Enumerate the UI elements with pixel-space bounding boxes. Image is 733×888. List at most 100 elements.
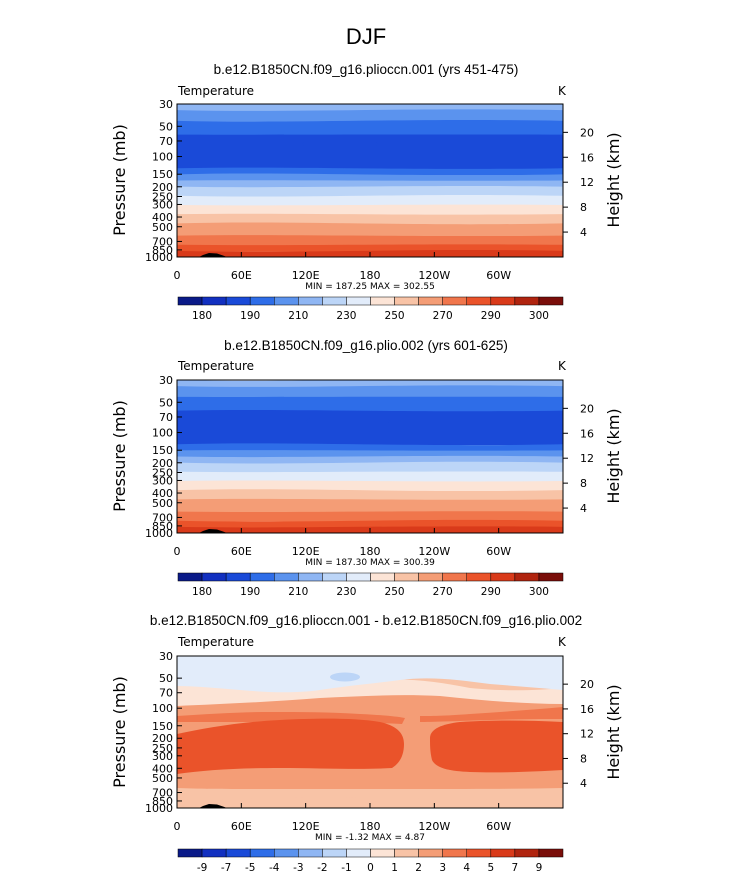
panel-3-y-tick-label: 30 (159, 650, 173, 663)
panel-1-x-tick-label: 0 (174, 269, 181, 282)
panel-3-colorbar-swatch (418, 848, 443, 858)
panel-2-y-tick-label: 150 (152, 444, 173, 457)
panel-3-y-tick-label: 850 (152, 795, 173, 808)
panel-1-band-1 (177, 109, 563, 122)
panel-2-colorbar-swatch (442, 572, 467, 582)
panel-2-colorbar-label: 300 (529, 586, 549, 598)
panel-2-y-tick-label: 850 (152, 520, 173, 533)
panel-2-band-5 (177, 450, 563, 458)
panel-2-colorbar-label: 180 (192, 586, 212, 598)
panel-1-band-10 (177, 213, 563, 225)
panel-2-y-tick-label: 50 (159, 396, 173, 409)
panel-2-x-tick-label: 120E (292, 545, 320, 558)
panel-1-colorbar-swatch (514, 296, 540, 306)
panel-3-y-axis-label: Pressure (mb) (110, 676, 129, 788)
panel-1-colorbar-label: 300 (529, 310, 549, 322)
panel-3: b.e12.B1850CN.f09_g16.plioccn.001 - b.e1… (110, 613, 623, 874)
panel-1-colorbar-swatch (249, 296, 275, 306)
panel-2-colorbar-swatch (538, 572, 564, 582)
panel-3-colorbar-swatch (249, 848, 275, 858)
panel-3-x-tick-label: 120E (292, 820, 320, 833)
panel-2-band-4 (177, 443, 563, 452)
panel-3-y-right-tick-label: 4 (580, 777, 587, 790)
panel-2-colorbar-swatch (177, 572, 203, 582)
panel-1-colorbar-swatch (490, 296, 516, 306)
panel-2-min-contour (306, 415, 390, 427)
panel-1-band-13 (177, 244, 563, 252)
panel-2-colorbar-label: 230 (336, 586, 356, 598)
panel-1-colorbar-label: 270 (433, 310, 453, 322)
panel-2-y-axis-label: Pressure (mb) (110, 400, 129, 512)
panel-3-y-tick-label: 400 (152, 762, 173, 775)
panel-3-y-right-axis-label: Height (km) (604, 684, 623, 779)
panel-1-y-tick-label: 200 (152, 181, 173, 194)
panel-3-left-label: Temperature (177, 635, 254, 649)
panel-1-colorbar-swatch (418, 296, 443, 306)
panel-3-colorbar-label: -4 (269, 862, 280, 874)
panel-2-band-1 (177, 385, 563, 398)
panel-1-colorbar-label: 230 (336, 310, 356, 322)
panel-1-band-5 (177, 173, 563, 182)
panel-1-x-tick-label: 120W (418, 269, 450, 282)
panel-3-y-tick-label: 150 (152, 720, 173, 733)
panel-1-y-tick-label: 70 (159, 135, 173, 148)
panel-1-band-7 (177, 186, 563, 197)
panel-1-colorbar-swatch (177, 296, 203, 306)
panel-2-y-right-tick-label: 8 (580, 477, 587, 490)
panel-2-right-label: K (558, 359, 567, 373)
panel-3-colorbar-label: 1 (391, 862, 398, 874)
panel-1-colorbar-swatch (274, 296, 299, 306)
panel-1-x-tick-label: 180 (360, 269, 381, 282)
panel-2-band-8 (177, 471, 563, 482)
panel-1-colorbar-swatch (298, 296, 323, 306)
panel-1-y-tick-label: 850 (152, 244, 173, 257)
panel-3-right-label: K (558, 635, 567, 649)
panel-1-colorbar-swatch (442, 296, 467, 306)
panel-2-band-13 (177, 519, 563, 528)
panel-3-colorbar-label: -1 (341, 862, 351, 874)
panel-2-band-2 (177, 396, 563, 412)
panel-1-y-tick-label: 30 (159, 98, 173, 111)
panel-3-y-tick-label: 200 (152, 732, 173, 745)
panel-3-y-tick-label: 1000 (145, 802, 173, 815)
panel-2-x-tick-label: 60E (231, 545, 252, 558)
panel-1-band-12 (177, 235, 563, 246)
panel-3-title: b.e12.B1850CN.f09_g16.plioccn.001 - b.e1… (150, 613, 582, 628)
panel-1-y-right-tick-label: 4 (580, 226, 587, 239)
page-title: DJF (346, 24, 386, 49)
panel-2-y-tick-label: 70 (159, 411, 173, 424)
panel-2-y-right-axis-label: Height (km) (604, 408, 623, 503)
panel-1-y-right-tick-label: 16 (580, 151, 594, 164)
panel-1-colorbar-swatch (346, 296, 371, 306)
panel-3-y-tick-label: 250 (152, 742, 173, 755)
panel-3-x-tick-label: 180 (360, 820, 381, 833)
panel-2-y-tick-label: 100 (152, 427, 173, 440)
panel-1-y-tick-label: 100 (152, 151, 173, 164)
panel-1-y-right-tick-label: 20 (580, 126, 594, 139)
panel-2-colorbar-swatch (490, 572, 516, 582)
panel-1-y-axis-label: Pressure (mb) (110, 124, 129, 236)
panel-2-colorbar-label: 210 (288, 586, 308, 598)
panel-3-y-tick-label: 70 (159, 687, 173, 700)
panel-1-colorbar-swatch (370, 296, 395, 306)
panel-1: b.e12.B1850CN.f09_g16.plioccn.001 (yrs 4… (110, 62, 623, 322)
panel-1-band-11 (177, 222, 563, 237)
panel-3-colorbar-label: -2 (317, 862, 327, 874)
panel-1-x-tick-label: 60W (486, 269, 511, 282)
panel-1-colorbar-swatch (466, 296, 492, 306)
panel-1-y-tick-label: 500 (152, 221, 173, 234)
panel-1-y-tick-label: 300 (152, 198, 173, 211)
panel-1-band-9 (177, 204, 563, 216)
panel-2-colorbar-swatch (298, 572, 323, 582)
panel-3-colorbar-swatch (538, 848, 564, 858)
panel-3-colorbar-label: 2 (415, 862, 422, 874)
panel-3-colorbar-label: -3 (293, 862, 303, 874)
panel-1-right-label: K (558, 84, 567, 98)
panel-2-y-tick-label: 500 (152, 497, 173, 510)
panel-3-colorbar-label: 4 (463, 862, 470, 874)
panel-1-x-tick-label: 120E (292, 269, 320, 282)
panel-2-y-right-tick-label: 20 (580, 402, 594, 415)
panel-3-colorbar-swatch (490, 848, 516, 858)
panel-1-colorbar-swatch (225, 296, 251, 306)
